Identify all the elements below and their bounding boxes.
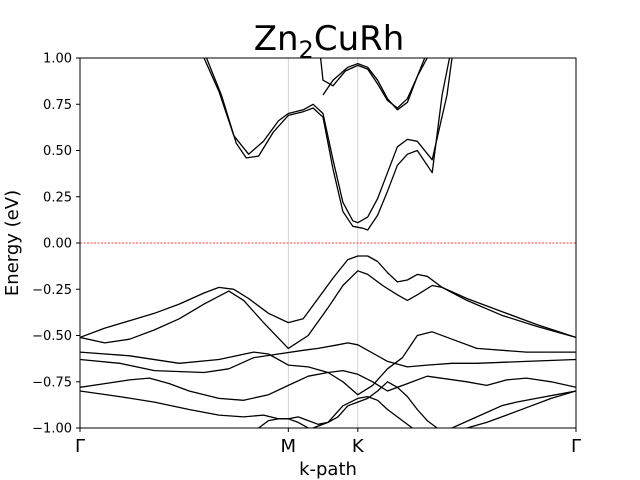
y-tick-label: −0.50	[32, 329, 72, 344]
band-2	[205, 58, 451, 231]
band-5	[80, 255, 576, 339]
band-1	[203, 58, 453, 224]
y-tick-label: 0.25	[43, 190, 72, 205]
y-tick-label: −1.00	[32, 422, 72, 437]
y-tick-label: 0.50	[43, 144, 72, 159]
x-tick-label: Γ	[571, 436, 581, 457]
band-lines	[80, 58, 576, 428]
band-4	[322, 58, 428, 111]
y-tick-label: −0.25	[32, 283, 72, 298]
band-3	[319, 58, 426, 109]
x-tick-label: K	[352, 436, 365, 457]
band-6	[80, 270, 576, 350]
band-13	[451, 390, 576, 428]
y-tick-label: −0.75	[32, 375, 72, 390]
band-10	[80, 381, 438, 428]
band-9	[80, 369, 576, 401]
y-tick-label: 0.75	[43, 98, 72, 113]
band-12	[312, 395, 413, 428]
x-tick-label: M	[281, 436, 297, 457]
y-axis-ticks: −1.00 −0.75 −0.50 −0.25 0.00 0.25 0.50 0.75 1.00	[32, 52, 80, 437]
band-7	[80, 331, 576, 396]
chart-title-main: Zn	[254, 19, 299, 59]
band-8	[80, 342, 576, 374]
chart-title-rest: CuRh	[314, 19, 404, 59]
y-axis-label: Energy (eV)	[2, 190, 23, 296]
x-tick-label: Γ	[75, 436, 85, 457]
chart-title-subscript: 2	[299, 36, 314, 64]
band-14	[466, 390, 576, 428]
chart-title: Zn2CuRh	[254, 19, 405, 64]
x-axis-label: k-path	[299, 459, 357, 480]
y-tick-label: 0.00	[43, 237, 72, 252]
y-tick-label: 1.00	[43, 52, 72, 67]
band-11	[258, 418, 309, 428]
